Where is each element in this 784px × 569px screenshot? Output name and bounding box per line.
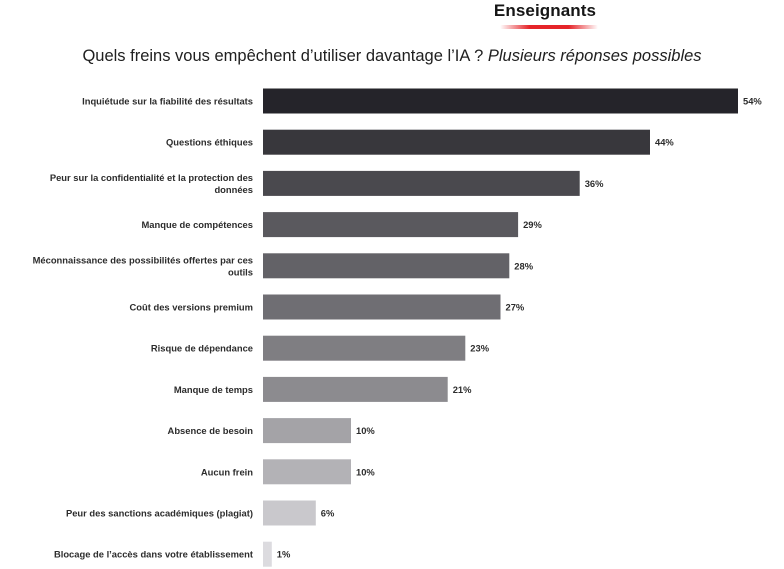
bar-1 bbox=[263, 88, 738, 114]
bar-8 bbox=[263, 376, 448, 402]
category-label-3-line-2: données bbox=[214, 184, 253, 195]
value-label-4: 29% bbox=[523, 219, 542, 230]
value-label-6: 27% bbox=[506, 302, 525, 313]
value-label-8: 21% bbox=[453, 384, 472, 395]
bar-10 bbox=[263, 459, 351, 485]
category-label-3-line-1: Peur sur la confidentialité et la protec… bbox=[50, 172, 253, 183]
question-note: Plusieurs réponses possibles bbox=[487, 47, 702, 65]
bar-6 bbox=[263, 294, 501, 320]
category-label-8: Manque de temps bbox=[174, 384, 253, 395]
bar-5 bbox=[263, 253, 510, 279]
title-accent-underline bbox=[500, 25, 598, 29]
value-label-11: 6% bbox=[321, 508, 335, 519]
bar-9 bbox=[263, 418, 351, 444]
chart-question: Quels freins vous empêchent d’utiliser d… bbox=[0, 47, 784, 66]
bar-7 bbox=[263, 335, 466, 361]
value-label-2: 44% bbox=[655, 137, 674, 148]
value-label-12: 1% bbox=[277, 549, 291, 560]
category-label-1: Inquiétude sur la fiabilité des résultat… bbox=[82, 96, 253, 107]
bars-group: Inquiétude sur la fiabilité des résultat… bbox=[33, 88, 762, 567]
bar-2 bbox=[263, 129, 650, 155]
category-label-5-line-2: outils bbox=[228, 266, 253, 277]
value-label-9: 10% bbox=[356, 425, 375, 436]
category-label-10: Aucun frein bbox=[201, 466, 253, 477]
bar-4 bbox=[263, 212, 519, 238]
category-label-4: Manque de compétences bbox=[142, 219, 254, 230]
category-label-2: Questions éthiques bbox=[166, 137, 253, 148]
value-label-3: 36% bbox=[585, 178, 604, 189]
bar-3 bbox=[263, 170, 580, 196]
value-label-1: 54% bbox=[743, 96, 762, 107]
category-label-12: Blocage de l’accès dans votre établissem… bbox=[54, 549, 253, 560]
category-label-6: Coût des versions premium bbox=[130, 302, 253, 313]
category-label-9: Absence de besoin bbox=[168, 425, 254, 436]
bar-11 bbox=[263, 500, 316, 526]
value-label-5: 28% bbox=[514, 260, 533, 271]
value-label-10: 10% bbox=[356, 466, 375, 477]
category-label-5-line-1: Méconnaissance des possibilités offertes… bbox=[33, 254, 253, 265]
question-main: Quels freins vous empêchent d’utiliser d… bbox=[82, 47, 488, 65]
category-label-7: Risque de dépendance bbox=[151, 343, 253, 354]
chart-header: Enseignants bbox=[0, 0, 784, 36]
bar-12 bbox=[263, 541, 272, 567]
audience-title: Enseignants bbox=[493, 1, 597, 20]
category-label-11: Peur des sanctions académiques (plagiat) bbox=[66, 508, 253, 519]
value-label-7: 23% bbox=[470, 343, 489, 354]
